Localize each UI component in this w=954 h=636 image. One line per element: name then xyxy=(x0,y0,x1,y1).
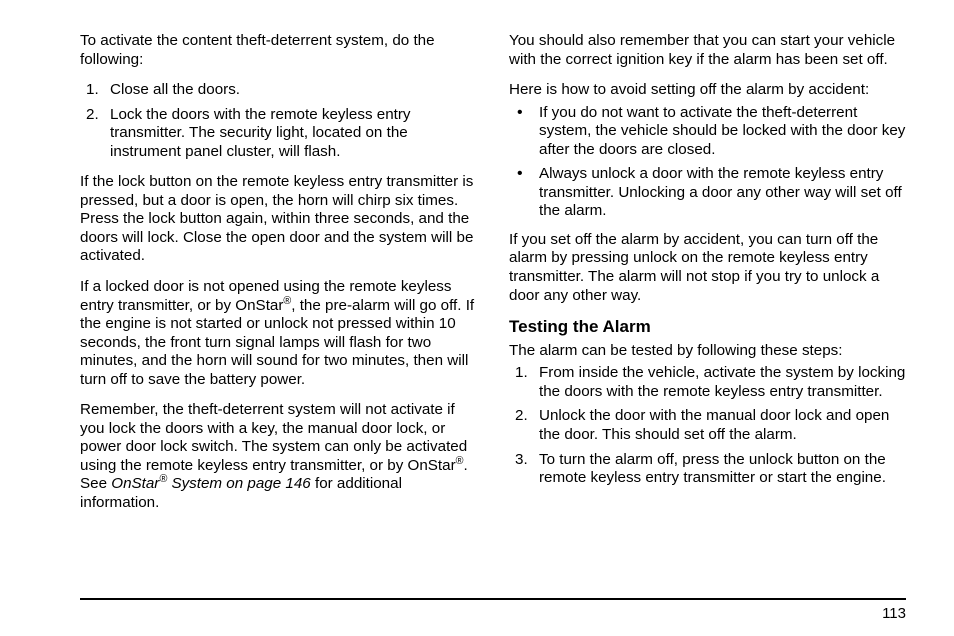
left-intro: To activate the content theft-deterrent … xyxy=(80,32,477,69)
step-text: Unlock the door with the manual door loc… xyxy=(539,407,889,443)
onstar-link: OnStar® System on page 146 xyxy=(111,475,311,492)
bullet-text: Always unlock a door with the remote key… xyxy=(539,165,902,219)
testing-alarm-heading: Testing the Alarm xyxy=(509,317,906,338)
left-para-1: If the lock button on the remote keyless… xyxy=(80,173,477,266)
testing-steps-list: 1. From inside the vehicle, activate the… xyxy=(509,364,906,487)
bullet-icon: • xyxy=(517,104,523,122)
step-text: Lock the doors with the remote keyless e… xyxy=(110,106,411,160)
right-para-2: Here is how to avoid setting off the ala… xyxy=(509,81,906,100)
page: To activate the content theft-deterrent … xyxy=(0,0,954,636)
avoid-bullet-2: • Always unlock a door with the remote k… xyxy=(533,165,906,221)
activate-steps-list: 1. Close all the doors. 2. Lock the door… xyxy=(80,81,477,161)
list-number: 2. xyxy=(86,106,99,125)
para3-pre: Remember, the theft-deterrent system wil… xyxy=(80,401,467,474)
step-text: To turn the alarm off, press the unlock … xyxy=(539,451,886,487)
list-number: 1. xyxy=(515,364,528,383)
page-number: 113 xyxy=(882,605,906,622)
bullet-icon: • xyxy=(517,165,523,183)
bullet-text: If you do not want to activate the theft… xyxy=(539,104,905,158)
footer-rule xyxy=(80,598,906,600)
step-text: Close all the doors. xyxy=(110,81,240,98)
avoid-alarm-list: • If you do not want to activate the the… xyxy=(509,104,906,221)
two-column-layout: To activate the content theft-deterrent … xyxy=(80,32,906,592)
avoid-bullet-1: • If you do not want to activate the the… xyxy=(533,104,906,160)
right-column: You should also remember that you can st… xyxy=(509,32,906,592)
link-text-b: System on page 146 xyxy=(167,475,311,492)
left-para-3: Remember, the theft-deterrent system wil… xyxy=(80,401,477,512)
link-text-a: OnStar xyxy=(111,475,159,492)
activate-step-2: 2. Lock the doors with the remote keyles… xyxy=(104,106,477,162)
list-number: 2. xyxy=(515,407,528,426)
activate-step-1: 1. Close all the doors. xyxy=(104,81,477,100)
step-text: From inside the vehicle, activate the sy… xyxy=(539,364,905,400)
right-para-3: If you set off the alarm by accident, yo… xyxy=(509,231,906,305)
testing-step-1: 1. From inside the vehicle, activate the… xyxy=(533,364,906,401)
right-para-1: You should also remember that you can st… xyxy=(509,32,906,69)
left-column: To activate the content theft-deterrent … xyxy=(80,32,477,592)
testing-step-2: 2. Unlock the door with the manual door … xyxy=(533,407,906,444)
testing-step-3: 3. To turn the alarm off, press the unlo… xyxy=(533,451,906,488)
list-number: 1. xyxy=(86,81,99,100)
testing-intro: The alarm can be tested by following the… xyxy=(509,342,906,361)
list-number: 3. xyxy=(515,451,528,470)
left-para-2: If a locked door is not opened using the… xyxy=(80,278,477,389)
